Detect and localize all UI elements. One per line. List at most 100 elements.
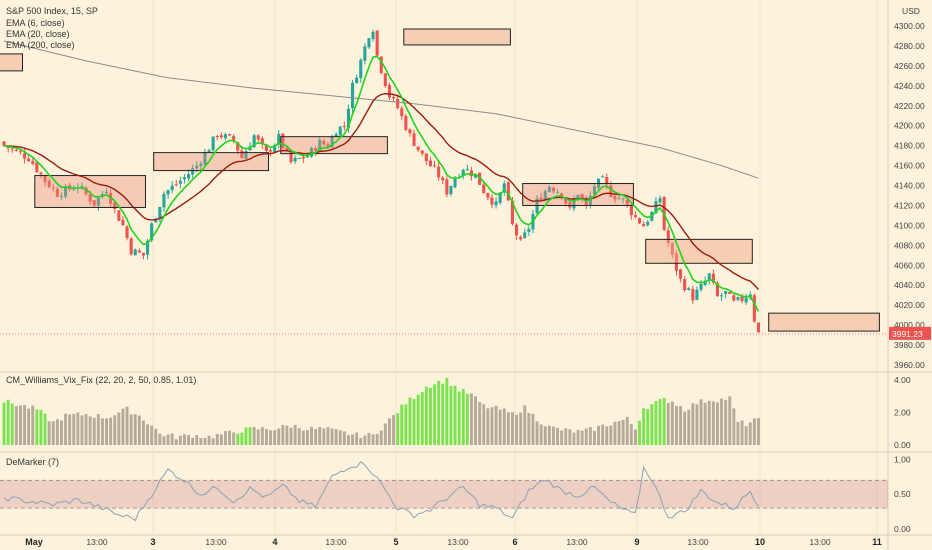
vix-bar[interactable] [240,432,244,445]
range-box[interactable] [645,238,753,264]
vix-bar[interactable] [691,403,695,445]
vix-bar[interactable] [306,430,309,445]
vix-bar[interactable] [60,420,63,445]
candle-body[interactable] [215,136,219,138]
vix-bar[interactable] [2,402,6,445]
vix-bar[interactable] [609,425,613,445]
vix-bar[interactable] [748,422,752,445]
candle-body[interactable] [80,186,84,188]
candle-body[interactable] [654,201,658,214]
vix-bar[interactable] [593,430,596,445]
vix-bar[interactable] [752,418,756,445]
vix-bar[interactable] [625,416,629,445]
candle-body[interactable] [375,30,379,56]
vix-bar[interactable] [707,400,711,445]
candle-body[interactable] [478,172,482,185]
candle-body[interactable] [363,46,367,61]
vix-bar[interactable] [183,434,186,445]
candle-body[interactable] [162,194,166,208]
vix-bar[interactable] [400,404,404,445]
candle-body[interactable] [301,156,305,159]
candle-body[interactable] [133,249,137,256]
vix-bar[interactable] [556,427,559,445]
candle-body[interactable] [293,157,297,162]
vix-bar[interactable] [539,424,543,445]
vix-bar[interactable] [64,413,67,445]
vix-bar[interactable] [572,432,576,445]
vix-bar[interactable] [711,401,715,445]
candle-body[interactable] [117,210,121,221]
vix-bar[interactable] [383,423,387,445]
candle-body[interactable] [752,295,756,322]
candle-body[interactable] [756,322,760,333]
vix-bar[interactable] [252,426,256,445]
candle-body[interactable] [740,296,744,302]
candle-body[interactable] [334,134,338,137]
candle-body[interactable] [223,134,227,139]
vix-bar[interactable] [244,427,248,445]
candle-body[interactable] [621,198,625,200]
candle-body[interactable] [252,135,256,147]
vix-bar[interactable] [142,420,145,445]
vix-bar[interactable] [744,426,748,445]
vix-bar[interactable] [433,384,436,445]
vix-bar[interactable] [174,439,178,445]
vix-bar[interactable] [465,393,469,445]
candle-body[interactable] [125,226,129,238]
candle-body[interactable] [465,169,469,171]
candle-body[interactable] [543,191,547,201]
vix-bar[interactable] [129,414,133,445]
candle-body[interactable] [203,152,207,165]
candle-body[interactable] [498,192,502,203]
candle-body[interactable] [269,150,273,152]
vix-bar[interactable] [133,414,137,445]
candle-body[interactable] [285,147,289,151]
vix-bar[interactable] [289,427,293,445]
vix-bar[interactable] [547,425,551,445]
vix-bar[interactable] [564,428,568,445]
candle-body[interactable] [14,150,18,152]
candle-body[interactable] [154,218,158,223]
candle-body[interactable] [318,139,322,151]
vix-bar[interactable] [601,424,605,445]
range-box[interactable] [280,136,388,155]
vix-bar[interactable] [285,425,289,445]
vix-bar[interactable] [515,414,518,445]
vix-bar[interactable] [109,417,113,445]
vix-bar[interactable] [703,402,707,445]
candle-body[interactable] [441,177,445,181]
candle-body[interactable] [64,186,68,197]
candle-body[interactable] [707,273,711,281]
candle-body[interactable] [613,196,617,200]
vix-bar[interactable] [646,408,650,445]
vix-bar[interactable] [187,435,190,445]
candle-body[interactable] [273,144,277,153]
candle-body[interactable] [576,194,580,201]
candle-body[interactable] [10,148,14,150]
vix-bar[interactable] [396,413,400,445]
candle-body[interactable] [580,194,584,199]
vix-bar[interactable] [699,399,703,445]
candle-body[interactable] [84,187,88,195]
candle-body[interactable] [461,169,465,176]
candle-body[interactable] [346,108,350,128]
vix-bar[interactable] [273,430,277,445]
candle-body[interactable] [150,223,154,241]
candle-body[interactable] [428,160,432,167]
vix-bar[interactable] [72,413,76,445]
vix-bar[interactable] [494,405,498,445]
candle-body[interactable] [732,295,736,301]
candle-body[interactable] [146,240,150,255]
vix-bar[interactable] [347,435,350,445]
vix-bar[interactable] [404,404,408,445]
candle-body[interactable] [564,197,568,204]
vix-bar[interactable] [605,426,609,445]
vix-bar[interactable] [281,425,285,445]
candle-body[interactable] [178,180,182,184]
vix-bar[interactable] [478,402,482,445]
candle-body[interactable] [502,183,506,192]
vix-bar[interactable] [318,426,322,445]
candle-body[interactable] [359,59,363,79]
candle-body[interactable] [560,193,564,198]
vix-bar[interactable] [137,415,141,445]
